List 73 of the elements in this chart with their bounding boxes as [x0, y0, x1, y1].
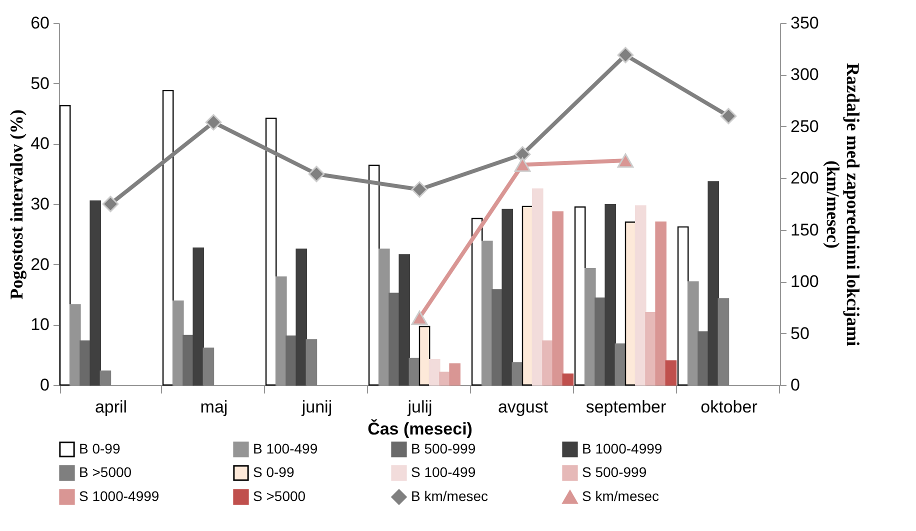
x-tick-label: junij	[300, 398, 332, 416]
x-tick-label: avgust	[498, 398, 548, 416]
bar	[192, 247, 204, 386]
bar	[449, 363, 460, 386]
bar	[562, 374, 574, 386]
bar	[665, 360, 677, 386]
bar	[502, 208, 514, 386]
legend-label: S km/mesec	[582, 488, 660, 504]
x-tick-label: oktober	[700, 398, 758, 416]
y2-axis-title: Razdalje med zaporednimi lokcijami (km/mesec)	[822, 62, 863, 346]
y2-tick-label: 50	[790, 324, 810, 343]
legend-label: S 500-999	[582, 464, 647, 480]
point	[411, 181, 428, 198]
legend-label: S 1000-4999	[79, 488, 160, 504]
bar	[265, 118, 277, 386]
y-tick-label: 50	[30, 74, 50, 93]
y2-tick-label: 150	[790, 220, 819, 240]
bar	[418, 326, 430, 386]
bar	[162, 90, 174, 386]
bar	[604, 204, 616, 386]
y2-tick-label: 300	[790, 65, 819, 84]
bar	[552, 211, 564, 386]
x-tick-label: september	[586, 398, 666, 416]
bar	[100, 370, 112, 386]
bar	[574, 206, 586, 386]
point	[617, 46, 634, 64]
point	[617, 153, 634, 168]
x-tick-label: julij	[406, 398, 432, 416]
y-tick-label: 20	[30, 254, 50, 274]
y-tick-label: 40	[30, 134, 50, 154]
bar	[428, 359, 440, 386]
bar	[708, 181, 720, 386]
x-tick-label: maj	[200, 398, 228, 416]
bar	[398, 254, 410, 386]
y-tick-label: 60	[30, 14, 50, 32]
bar	[655, 222, 666, 386]
point	[514, 158, 531, 172]
bar	[634, 205, 646, 386]
bar	[202, 348, 214, 386]
y2-tick-label: 250	[790, 116, 819, 136]
legend-label: B km/mesec	[411, 488, 488, 504]
y2-tick-label: 0	[790, 376, 800, 394]
bar	[532, 188, 544, 386]
x-tick-label: april	[94, 398, 128, 416]
point	[102, 196, 119, 212]
legend-label: S >5000	[253, 488, 306, 504]
bar	[368, 164, 380, 386]
y2-tick-label: 100	[790, 272, 819, 292]
bar	[296, 248, 308, 386]
legend-label: B >5000	[79, 464, 132, 480]
bar	[439, 372, 450, 386]
y-tick-label: 10	[30, 315, 50, 334]
y2-tick-label: 200	[790, 168, 819, 188]
y-tick-label: 0	[40, 376, 50, 394]
x-axis-title: Čas (meseci)	[368, 418, 472, 438]
bar	[90, 200, 102, 386]
bar	[306, 339, 318, 386]
bar	[677, 226, 689, 386]
point	[205, 114, 222, 130]
point	[411, 310, 428, 325]
legend-label: S 0-99	[253, 464, 294, 480]
legend-label: S 100-499	[411, 464, 476, 480]
point	[308, 166, 325, 182]
legend-label: B 500-999	[411, 440, 476, 456]
y2-tick-label: 350	[790, 14, 819, 32]
legend-label: B 100-499	[253, 440, 318, 456]
y-axis-title: Pogostost intervalov (%)	[6, 110, 27, 300]
point	[720, 108, 737, 124]
bar	[59, 105, 71, 386]
legend-label: B 1000-4999	[582, 440, 662, 456]
y-tick-label: 30	[30, 194, 50, 214]
bar	[718, 298, 730, 386]
legend-label: B 0-99	[79, 440, 120, 456]
